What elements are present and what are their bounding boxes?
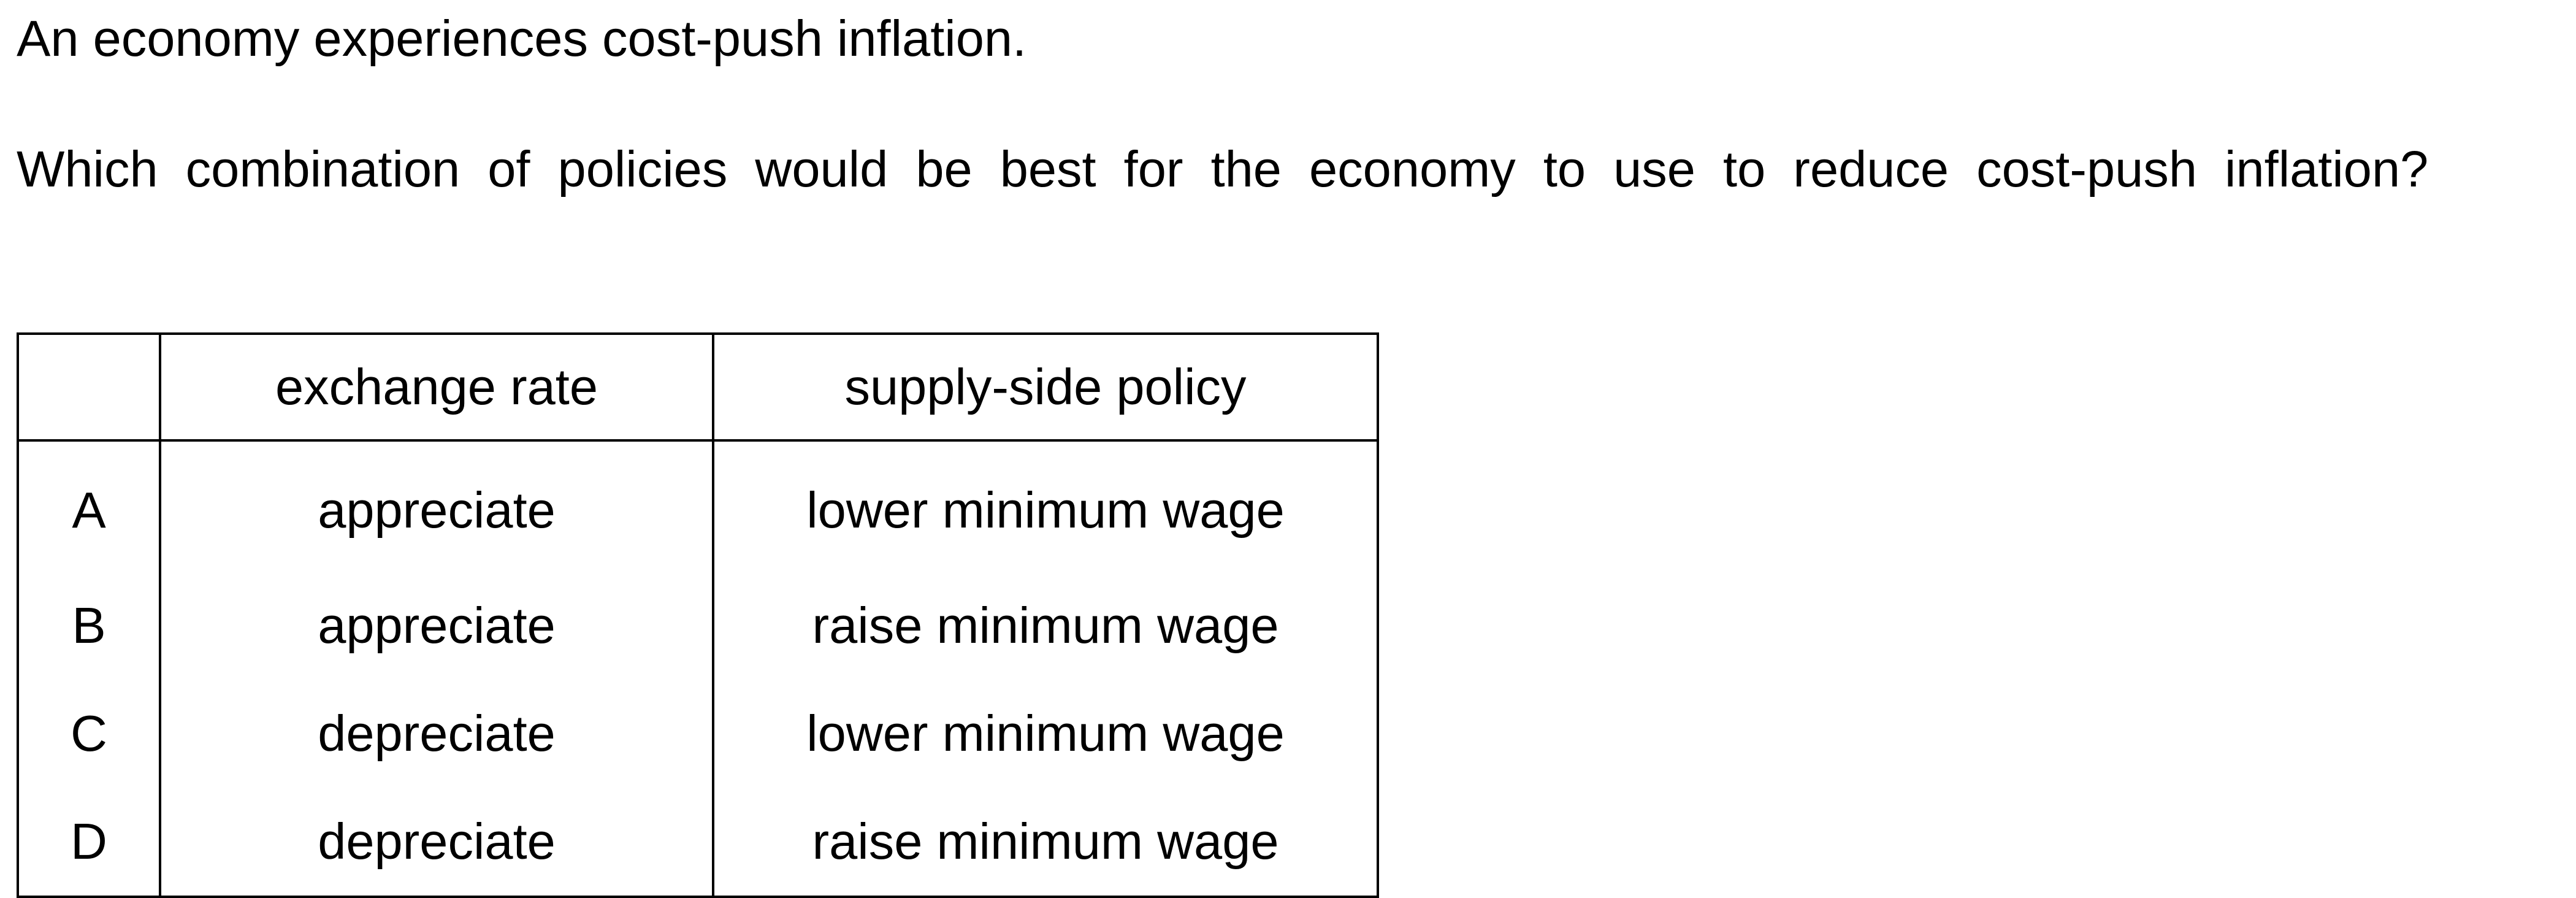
option-letter: A — [17, 440, 161, 572]
exchange-rate-cell: depreciate — [159, 788, 714, 898]
header-blank-cell — [17, 332, 161, 442]
option-row-c: C depreciate lower minimum wage — [17, 680, 1379, 788]
options-table: exchange rate supply-side policy A appre… — [17, 332, 1379, 898]
table-header-row: exchange rate supply-side policy — [17, 332, 1379, 442]
option-row-d: D depreciate raise minimum wage — [17, 788, 1379, 898]
supply-side-policy-cell: lower minimum wage — [712, 680, 1379, 788]
exchange-rate-cell: depreciate — [159, 680, 714, 788]
option-letter: D — [17, 788, 161, 898]
header-exchange-rate: exchange rate — [159, 332, 714, 442]
exchange-rate-cell: appreciate — [159, 572, 714, 680]
question-text: Which combination of policies would be b… — [17, 140, 2429, 198]
supply-side-policy-cell: raise minimum wage — [712, 572, 1379, 680]
supply-side-policy-cell: lower minimum wage — [712, 440, 1379, 572]
supply-side-policy-cell: raise minimum wage — [712, 788, 1379, 898]
option-row-a: A appreciate lower minimum wage — [17, 440, 1379, 572]
option-letter: B — [17, 572, 161, 680]
statement-text: An economy experiences cost-push inflati… — [17, 10, 1027, 67]
option-row-b: B appreciate raise minimum wage — [17, 572, 1379, 680]
header-supply-side-policy: supply-side policy — [712, 332, 1379, 442]
option-letter: C — [17, 680, 161, 788]
exchange-rate-cell: appreciate — [159, 440, 714, 572]
